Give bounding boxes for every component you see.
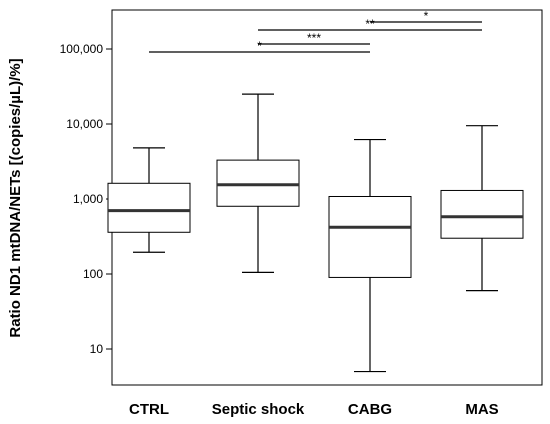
box-mas [440,125,524,292]
box-iqr [107,182,191,233]
y-tick-label: 10,000 [66,117,103,131]
box-iqr [328,195,412,278]
y-axis-title: Ratio ND1 mtDNA/NETs [(copies/µL)/%] [7,58,24,337]
y-tick-label: 1,000 [73,192,103,206]
significance-brackets: ******* [149,9,482,53]
y-tick-label: 100,000 [60,42,104,56]
box-septic-shock [216,93,300,274]
significance-label: *** [307,31,321,45]
x-axis-labels: CTRL Septic shock CABG MAS [129,401,499,418]
box-iqr [216,159,300,207]
box-cabg [328,138,412,373]
x-category-label: Septic shock [212,401,305,418]
y-axis-ticks: 10 100 1,000 10,000 100,000 [60,42,112,356]
box-ctrl [107,147,191,253]
x-category-label: MAS [465,401,498,418]
x-category-label: CTRL [129,401,169,418]
boxes [107,93,524,373]
significance-label: * [424,9,429,23]
significance-label: * [257,39,262,53]
significance-label: ** [365,17,375,31]
x-category-label: CABG [348,401,392,418]
box-iqr [440,189,524,239]
y-tick-label: 100 [83,267,103,281]
y-tick-label: 10 [90,342,104,356]
